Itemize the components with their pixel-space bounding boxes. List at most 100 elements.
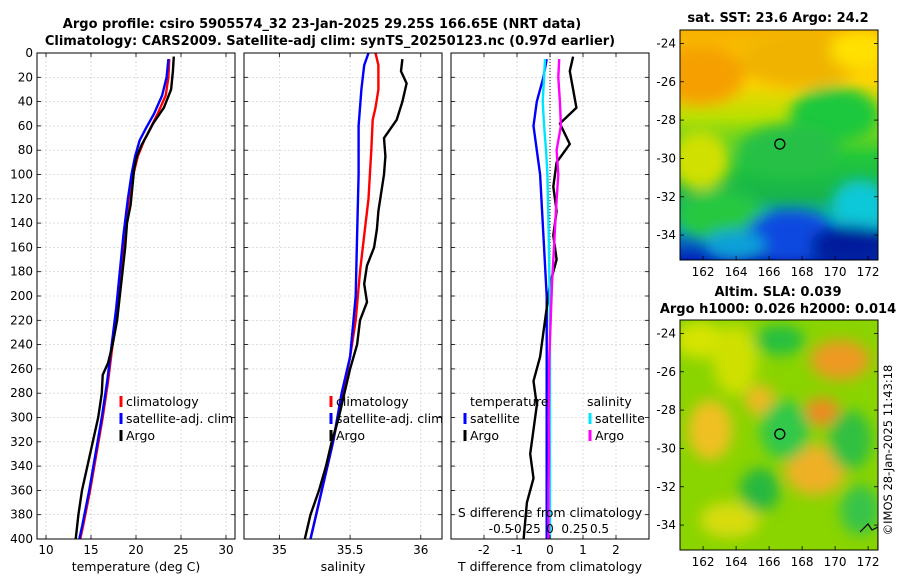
sla-high-patch [804,398,840,426]
x-tick-label: -2 [478,543,490,557]
sla-map-title-line2: Argo h1000: 0.026 h2000: 0.014 [660,302,896,317]
y-tick-label: 80 [18,143,33,157]
map-y-tick-label: -32 [656,480,676,494]
sla-map-frame [679,319,879,551]
y-tick-label: 260 [10,362,33,376]
sla-low-patch [740,468,780,512]
map-x-tick-label: 164 [725,555,748,569]
sla-high-patch [700,502,760,538]
legend-label: Argo [595,428,624,443]
map-y-tick-label: -34 [656,518,676,532]
y-tick-label: 340 [10,459,33,473]
map-y-tick-label: -32 [656,190,676,204]
secondary-x-tick-label: 0.25 [561,522,588,536]
sst-warm-patch [680,45,745,105]
y-tick-label: 120 [10,192,33,206]
series-line-argo [74,56,175,540]
sst-map-title: sat. SST: 23.6 Argo: 24.2 [687,11,868,26]
legend-label: Argo [126,428,155,443]
sla-high-patch [745,385,775,415]
secondary-x-tick-label: -0.25 [510,522,541,536]
y-tick-label: 0 [25,46,33,60]
map-x-tick-label: 166 [758,265,781,279]
sla-high-patch [713,325,757,395]
sla-low-patch [840,485,878,535]
secondary-x-axis-label: S difference from climatology [458,505,643,520]
x-tick-label: 35 [272,543,287,557]
sla-land-outline [859,523,878,550]
series-line-salinity-argo [547,59,563,539]
sst-map-frame [679,29,879,261]
sla-low-patch [755,325,805,355]
legend-label: satellite [595,411,645,426]
sst-warm-patch [830,30,878,70]
y-tick-label: 240 [10,338,33,352]
x-tick-label: -1 [511,543,523,557]
x-tick-label: 30 [218,543,233,557]
temperature-profile-panel: 0 20 40 60 80 100 120 140 160 180 200 220 240 260 280 3… [10,46,236,574]
secondary-x-tick-label: 0 [546,522,554,536]
sla-map-title-line1: Altim. SLA: 0.039 [715,285,842,300]
x-tick-label: 10 [38,543,53,557]
map-y-tick-label: -28 [656,403,676,417]
series-line-argo [303,58,408,540]
x-tick-label: 15 [83,543,98,557]
timestamp: ©IMOS 28-Jan-2025 11:43:18 [881,365,895,536]
sla-argo-marker [774,428,786,440]
y-tick-label: 300 [10,411,33,425]
x-axis-label: T difference from climatology [457,559,643,574]
map-x-tick-label: 168 [791,555,814,569]
legend-label: climatology [126,394,199,409]
secondary-x-tick-label: -0.5 [489,522,512,536]
map-x-tick-label: 172 [857,555,880,569]
sst-cyan-patch [832,180,878,230]
map-y-tick-label: -34 [656,228,676,242]
sst-green-patch [680,190,765,240]
x-tick-label: 35.5 [337,543,364,557]
series-line-salinity-satellite [541,59,552,539]
map-x-tick-label: 170 [824,555,847,569]
legend-label: satellite-adj. clim [336,411,443,426]
secondary-x-tick-label: 0.5 [590,522,609,536]
sst-cyan-patch [705,230,765,260]
y-tick-label: 60 [18,119,33,133]
y-tick-label: 360 [10,483,33,497]
legend-heading-temperature: temperature [470,394,549,409]
x-axis-label: salinity [321,559,366,574]
y-tick-label: 180 [10,265,33,279]
map-y-tick-label: -24 [656,326,676,340]
legend-label: satellite-adj. clim [126,411,233,426]
y-tick-label: 20 [18,70,33,84]
sst-warm-patch [740,32,860,88]
map-x-tick-label: 170 [824,265,847,279]
map-y-tick-label: -30 [656,441,676,455]
map-x-tick-label: 164 [725,265,748,279]
map-x-tick-label: 162 [692,265,715,279]
sst-yellow-patch [680,130,730,190]
map-y-tick-label: -30 [656,151,676,165]
x-axis-label: temperature (deg C) [72,559,201,574]
sla-high-patch [810,340,870,380]
salinity-profile-panel: 35 35.5 36 salinity climatology satellite-adj… [243,52,443,574]
sst-green-patch [740,125,840,175]
x-tick-label: 1 [579,543,587,557]
x-tick-label: 36 [413,543,428,557]
sst-map: 162 164 166 168 170 172 -24 -26 -28 -30 -32 -34 [656,29,880,279]
map-y-tick-label: -24 [656,36,676,50]
y-tick-label: 380 [10,508,33,522]
legend-heading-salinity: salinity [587,394,632,409]
sst-argo-marker [774,138,786,150]
sst-blue-patch [810,225,878,260]
figure-title-line2: Climatology: CARS2009. Satellite-adj cli… [45,34,615,49]
y-tick-label: 280 [10,386,33,400]
legend-label: climatology [336,394,409,409]
map-y-tick-label: -28 [656,113,676,127]
x-tick-label: 2 [612,543,620,557]
legend-label: Argo [336,428,365,443]
x-tick-label: 0 [546,543,554,557]
map-y-tick-label: -26 [656,365,676,379]
sla-high-patch [688,400,732,460]
sla-low-patch [828,410,872,470]
y-tick-label: 400 [10,532,33,546]
